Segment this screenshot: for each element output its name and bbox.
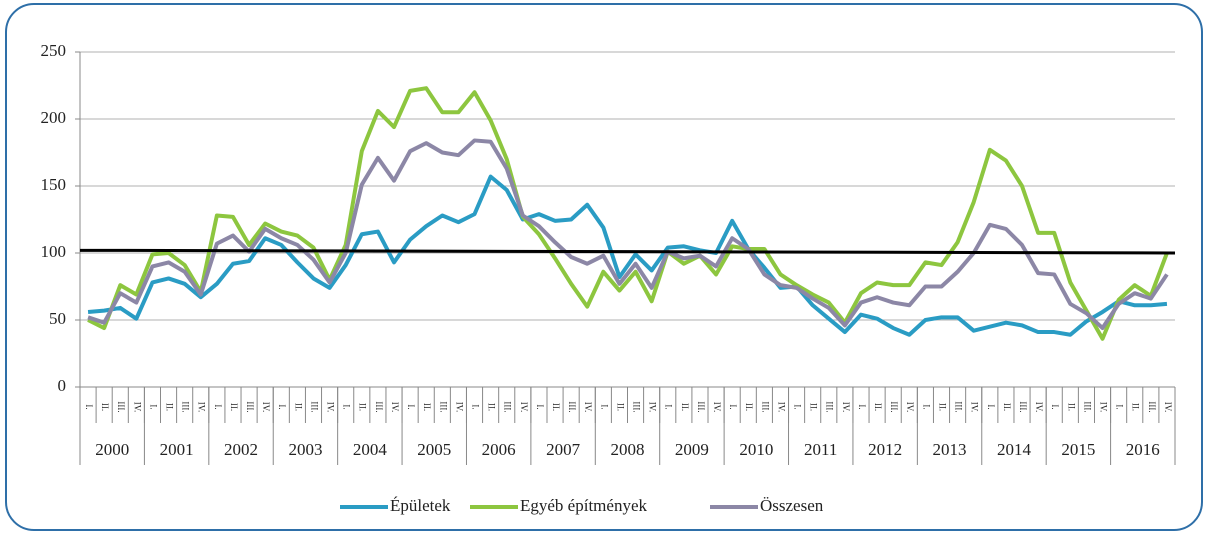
x-tick-label: IV. [648, 402, 658, 413]
x-tick-label: III. [309, 401, 319, 412]
year-label: 2000 [95, 440, 129, 459]
x-tick-label: II. [551, 403, 561, 411]
y-tick-label: 100 [41, 242, 67, 261]
year-label: 2014 [997, 440, 1032, 459]
x-tick-label: I. [1050, 404, 1060, 409]
x-tick-label: III. [374, 401, 384, 412]
year-label: 2010 [739, 440, 773, 459]
x-tick-label: I. [406, 404, 416, 409]
year-label: 2015 [1061, 440, 1095, 459]
series-line [87, 86, 1169, 341]
x-tick-label: III. [503, 401, 513, 412]
x-tick-label: IV. [970, 402, 980, 413]
x-tick-label: I. [664, 404, 674, 409]
x-tick-label: I. [921, 404, 931, 409]
x-tick-label: II. [487, 403, 497, 411]
y-tick-label: 250 [41, 41, 67, 60]
year-label: 2002 [224, 440, 258, 459]
x-tick-label: II. [165, 403, 175, 411]
legend-label: Összesen [760, 496, 824, 515]
year-label: 2008 [611, 440, 645, 459]
x-tick-label: IV. [454, 402, 464, 413]
year-label: 2006 [482, 440, 516, 459]
legend-label: Épületek [390, 496, 451, 515]
x-tick-label: IV. [1034, 402, 1044, 413]
x-tick-label: II. [809, 403, 819, 411]
x-tick-label: III. [825, 401, 835, 412]
x-tick-label: IV. [519, 402, 529, 413]
x-tick-label: IV. [841, 402, 851, 413]
x-tick-label: I. [342, 404, 352, 409]
x-tick-label: IV. [583, 402, 593, 413]
x-tick-label: IV. [197, 402, 207, 413]
year-label: 2004 [353, 440, 388, 459]
legend-label: Egyéb építmények [520, 496, 647, 515]
x-tick-label: I. [535, 404, 545, 409]
x-tick-label: II. [422, 403, 432, 411]
y-tick-label: 200 [41, 108, 67, 127]
year-label: 2013 [933, 440, 967, 459]
x-tick-label: III. [181, 401, 191, 412]
year-label: 2016 [1126, 440, 1160, 459]
year-label: 2001 [160, 440, 194, 459]
x-tick-label: III. [1082, 401, 1092, 412]
year-label: 2012 [868, 440, 902, 459]
x-tick-label: II. [1131, 403, 1141, 411]
x-tick-label: II. [615, 403, 625, 411]
x-tick-label: IV. [390, 402, 400, 413]
x-tick-label: III. [954, 401, 964, 412]
x-tick-label: II. [100, 403, 110, 411]
x-tick-label: III. [438, 401, 448, 412]
x-tick-label: III. [631, 401, 641, 412]
x-tick-label: I. [599, 404, 609, 409]
x-tick-label: IV. [326, 402, 336, 413]
x-tick-label: IV. [712, 402, 722, 413]
x-tick-label: IV. [1098, 402, 1108, 413]
x-tick-label: IV. [905, 402, 915, 413]
year-label: 2009 [675, 440, 709, 459]
x-tick-label: I. [84, 404, 94, 409]
x-tick-label: I. [1115, 404, 1125, 409]
x-tick-label: III. [1147, 401, 1157, 412]
x-tick-label: III. [567, 401, 577, 412]
y-tick-label: 50 [49, 309, 66, 328]
x-tick-label: II. [358, 403, 368, 411]
year-label: 2005 [417, 440, 451, 459]
x-tick-label: II. [1066, 403, 1076, 411]
x-tick-label: II. [744, 403, 754, 411]
x-tick-label: II. [229, 403, 239, 411]
x-tick-label: II. [937, 403, 947, 411]
x-tick-label: I. [213, 404, 223, 409]
x-tick-label: I. [148, 404, 158, 409]
x-tick-label: III. [116, 401, 126, 412]
x-tick-label: IV. [261, 402, 271, 413]
x-tick-label: II. [680, 403, 690, 411]
x-tick-label: I. [857, 404, 867, 409]
x-tick-label: III. [889, 401, 899, 412]
year-label: 2007 [546, 440, 581, 459]
reference-line [79, 248, 1176, 255]
x-tick-label: I. [728, 404, 738, 409]
x-tick-label: III. [696, 401, 706, 412]
x-tick-label: III. [760, 401, 770, 412]
x-tick-label: II. [873, 403, 883, 411]
x-tick-label: I. [470, 404, 480, 409]
year-label: 2003 [288, 440, 322, 459]
series-line [87, 174, 1168, 337]
x-tick-label: II. [1002, 403, 1012, 411]
x-tick-label: I. [793, 404, 803, 409]
x-tick-label: III. [245, 401, 255, 412]
x-tick-label: III. [1018, 401, 1028, 412]
x-tick-label: II. [293, 403, 303, 411]
series-line [87, 138, 1169, 331]
year-label: 2011 [804, 440, 837, 459]
x-tick-label: IV. [132, 402, 142, 413]
x-tick-label: IV. [1163, 402, 1173, 413]
x-tick-label: IV. [776, 402, 786, 413]
y-tick-label: 150 [41, 175, 67, 194]
y-tick-label: 0 [58, 376, 67, 395]
x-tick-label: I. [986, 404, 996, 409]
x-tick-label: I. [277, 404, 287, 409]
